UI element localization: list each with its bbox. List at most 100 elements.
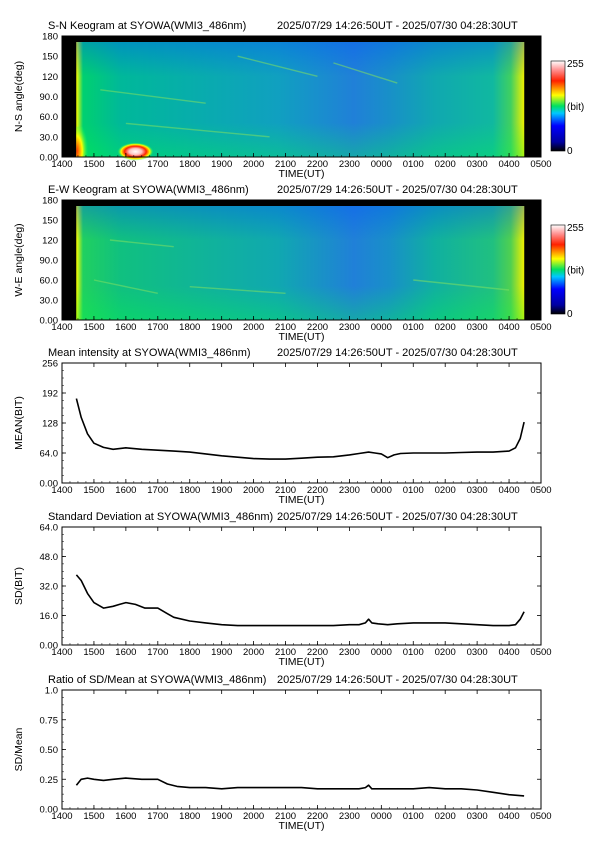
- y-tick-label: 1.0: [45, 686, 58, 697]
- y-tick-label: 128: [42, 419, 58, 430]
- y-tick-label: 64.0: [40, 523, 59, 534]
- x-tick-label: 0100: [403, 811, 424, 822]
- plot-frame: [61, 689, 542, 810]
- x-tick-label: 0200: [435, 159, 456, 170]
- x-tick-label: 1800: [179, 811, 200, 822]
- y-tick-label: 0.50: [40, 745, 59, 756]
- colorbar-max-label: 255: [567, 223, 584, 234]
- x-tick-label: 2300: [339, 811, 360, 822]
- x-tick-label: 2000: [243, 485, 264, 496]
- x-tick-label: 2300: [339, 322, 360, 333]
- y-axis-label: MEAN(BIT): [13, 396, 25, 450]
- panel-title: Mean intensity at SYOWA(WMI3_486nm): [48, 347, 251, 359]
- x-tick-label: 1700: [147, 485, 168, 496]
- keogram-vertical-shading: [76, 206, 525, 320]
- x-tick-label: 2100: [275, 322, 296, 333]
- x-tick-label: 0500: [530, 811, 551, 822]
- x-tick-label: 1400: [51, 159, 72, 170]
- x-tick-label: 0400: [498, 322, 519, 333]
- y-tick-label: 180: [42, 32, 58, 43]
- x-tick-label: 1400: [51, 647, 72, 658]
- x-tick-label: 1600: [115, 322, 136, 333]
- x-tick-label: 1500: [83, 811, 104, 822]
- y-tick-label: 60.0: [40, 112, 59, 123]
- panel-time-range: 2025/07/29 14:26:50UT - 2025/07/30 04:28…: [277, 511, 518, 523]
- y-tick-label: 150: [42, 52, 58, 63]
- x-tick-label: 1900: [211, 159, 232, 170]
- keogram-streak: [413, 279, 510, 291]
- y-tick-label: 120: [42, 236, 58, 247]
- panel-5: Ratio of SD/Mean at SYOWA(WMI3_486nm) 202…: [13, 674, 552, 832]
- y-tick-label: 180: [42, 196, 58, 207]
- x-tick-label: 2100: [275, 485, 296, 496]
- y-tick-label: 0.00: [40, 479, 59, 490]
- x-tick-label: 1400: [51, 485, 72, 496]
- x-tick-label: 1700: [147, 159, 168, 170]
- x-axis-label: TIME(UT): [278, 494, 324, 506]
- x-tick-label: 0500: [530, 485, 551, 496]
- x-tick-label: 0100: [403, 647, 424, 658]
- x-tick-label: 2000: [243, 159, 264, 170]
- x-tick-label: 0000: [371, 159, 392, 170]
- x-tick-label: 0000: [371, 485, 392, 496]
- keogram-vertical-shading: [76, 42, 525, 157]
- x-tick-label: 0400: [498, 647, 519, 658]
- panel-title: Ratio of SD/Mean at SYOWA(WMI3_486nm): [48, 674, 266, 686]
- x-tick-label: 2300: [339, 647, 360, 658]
- x-axis-label: TIME(UT): [278, 331, 324, 343]
- colorbar-min-label: 0: [567, 146, 573, 157]
- x-tick-label: 2000: [243, 811, 264, 822]
- x-tick-label: 0500: [530, 647, 551, 658]
- x-tick-label: 1500: [83, 485, 104, 496]
- y-tick-label: 64.0: [40, 449, 59, 460]
- panel-1: S-N Keogram at SYOWA(WMI3_486nm) 2025/07/…: [13, 20, 584, 180]
- x-axis-label: TIME(UT): [278, 656, 324, 668]
- x-tick-label: 1800: [179, 485, 200, 496]
- y-tick-label: 0.00: [40, 805, 59, 816]
- keogram-streak: [109, 239, 174, 248]
- x-tick-label: 0400: [498, 811, 519, 822]
- x-tick-label: 2300: [339, 485, 360, 496]
- y-axis-label: SD(BIT): [13, 567, 25, 605]
- x-tick-label: 1500: [83, 647, 104, 658]
- keogram-edge-glow: [76, 126, 89, 157]
- panel-time-range: 2025/07/29 14:26:50UT - 2025/07/30 04:28…: [277, 184, 518, 196]
- x-tick-label: 1500: [83, 322, 104, 333]
- y-axis-label: SD/Mean: [13, 727, 25, 771]
- y-tick-label: 0.00: [40, 641, 59, 652]
- y-tick-label: 48.0: [40, 552, 59, 563]
- x-tick-label: 0300: [467, 811, 488, 822]
- x-tick-label: 1700: [147, 647, 168, 658]
- x-tick-label: 1800: [179, 322, 200, 333]
- x-tick-label: 1700: [147, 811, 168, 822]
- y-tick-label: 90.0: [40, 256, 59, 267]
- y-axis-label: W-E angle(deg): [13, 223, 25, 296]
- x-tick-label: 2300: [339, 159, 360, 170]
- y-tick-label: 90.0: [40, 92, 59, 103]
- x-tick-label: 1700: [147, 322, 168, 333]
- x-tick-label: 1600: [115, 647, 136, 658]
- x-tick-label: 1600: [115, 159, 136, 170]
- keogram-hotspot: [117, 142, 154, 161]
- x-tick-label: 2200: [307, 647, 328, 658]
- x-tick-label: 0300: [467, 159, 488, 170]
- x-tick-label: 2100: [275, 159, 296, 170]
- x-tick-label: 2200: [307, 485, 328, 496]
- x-tick-label: 0500: [530, 159, 551, 170]
- y-tick-label: 120: [42, 72, 58, 83]
- x-tick-label: 2100: [275, 647, 296, 658]
- keogram-streak: [93, 279, 158, 295]
- colorbar: [550, 224, 566, 315]
- x-tick-label: 0200: [435, 322, 456, 333]
- colorbar-unit-label: (bit): [567, 266, 584, 277]
- x-tick-label: 1800: [179, 159, 200, 170]
- panel-time-range: 2025/07/29 14:26:50UT - 2025/07/30 04:28…: [277, 20, 518, 32]
- x-axis-label: TIME(UT): [278, 820, 324, 832]
- x-tick-label: 0100: [403, 159, 424, 170]
- panel-3: Mean intensity at SYOWA(WMI3_486nm) 2025/…: [13, 347, 552, 506]
- x-tick-label: 1900: [211, 647, 232, 658]
- colorbar-unit-label: (bit): [567, 102, 584, 113]
- panel-title: Standard Deviation at SYOWA(WMI3_486nm): [48, 511, 273, 523]
- keogram-streak: [189, 285, 286, 295]
- y-tick-label: 0.00: [40, 316, 59, 327]
